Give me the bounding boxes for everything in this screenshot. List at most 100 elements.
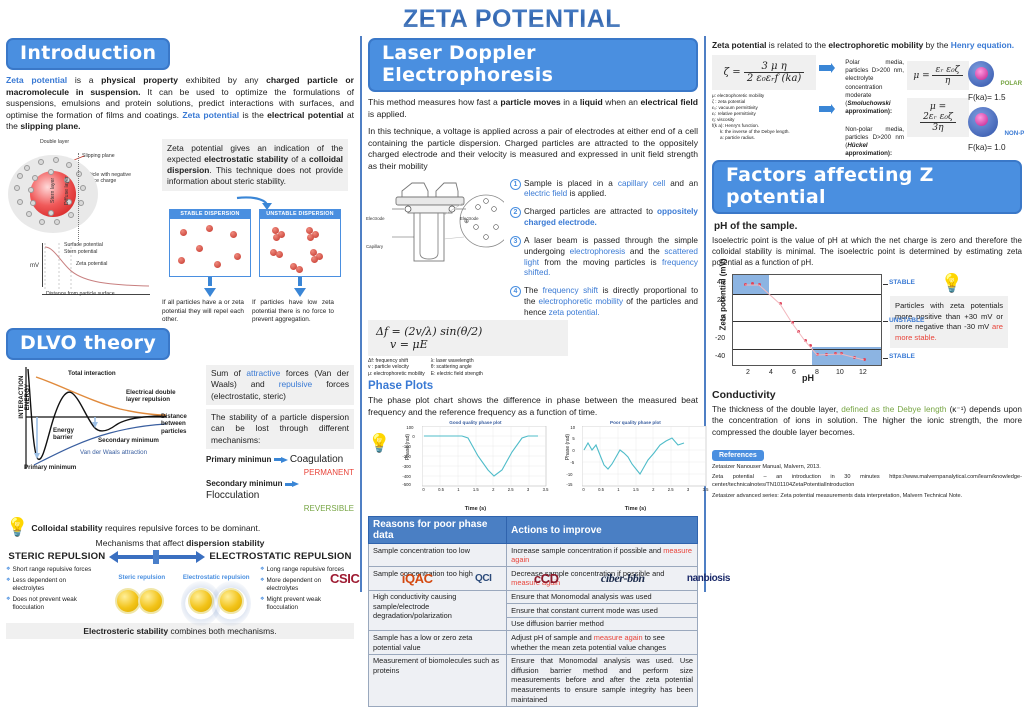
legend-delta-f: Δf: frequency shift bbox=[368, 357, 409, 364]
ph-note-block: 💡 Particles with zeta potentials more po… bbox=[890, 274, 1014, 349]
dlvo-label-edl: Electrical double layer repulsion bbox=[126, 388, 176, 404]
henry-equation-row: ζ = 3 μ η 2 ε₀εᵣf (ka) μ: electrophoreti… bbox=[712, 55, 1024, 158]
electrostatic-bullet-1: Long range repulsive forces bbox=[266, 565, 345, 573]
lde-equations-block: Δf = (2v/λ) sin(θ/2) v = μE Δf: frequenc… bbox=[368, 319, 568, 378]
ph-ytick-m20: -20 bbox=[715, 335, 726, 343]
logo-ciber-bbn: ciber-bbn bbox=[600, 571, 645, 585]
colloidal-stability-note: Colloidal stability requires repulsive f… bbox=[31, 522, 261, 533]
bidirectional-arrow-icon bbox=[109, 549, 206, 564]
unstable-dispersion-caption: If particles have low zeta potential the… bbox=[252, 299, 334, 323]
ph-chart: 40 20 0 -20 -40 2 4 6 8 10 12 bbox=[715, 274, 924, 376]
label-double-layer: Double layer bbox=[40, 138, 70, 145]
stable-dispersion-title: STABLE DISPERSION bbox=[169, 209, 251, 220]
section-header-introduction: Introduction bbox=[6, 38, 171, 70]
mechanism-2-tag: REVERSIBLE bbox=[303, 504, 354, 514]
ph-note: Particles with zeta potentials more posi… bbox=[890, 296, 1008, 349]
curved-arrow-icon bbox=[236, 196, 272, 211]
capillary-cell-svg: ⊕ ⊖ bbox=[392, 182, 513, 262]
diamond-bullet-icon: ❖ bbox=[6, 596, 11, 603]
arrow-head-icon bbox=[280, 456, 288, 463]
nonpolar-media-block: NON-POLAR MEDIA bbox=[968, 107, 1024, 142]
ph-zone-stable-bottom: STABLE bbox=[889, 353, 915, 361]
colloidal-stability-row: 💡 Colloidal stability requires repulsive… bbox=[6, 518, 354, 536]
ph-text: Isoelectric point is the value of pH at … bbox=[712, 236, 1022, 267]
henry-legend-4: η: viscosity bbox=[712, 117, 735, 123]
table-cell-reason: High conductivity causing sample/electro… bbox=[367, 589, 508, 632]
introduction-note: Zeta potential gives an indication of th… bbox=[162, 138, 348, 192]
lde-step-4: 4 The frequency shift is directly propor… bbox=[510, 286, 698, 318]
table-cell-action: Ensure that Monomodal analysis was used.… bbox=[506, 653, 698, 707]
conductivity-heading: Conductivity bbox=[712, 389, 776, 402]
henry-legend-0: μ: electrophoretic mobility bbox=[712, 93, 765, 99]
poster-columns: Introduction Zeta potential is a physica… bbox=[0, 36, 1024, 707]
table-row: Sample has a low or zero zeta potential … bbox=[367, 630, 698, 655]
henry-legend-1: ζ : zeta potential bbox=[712, 99, 746, 105]
steric-bullets: ❖ Short range repulsive forces ❖ Less depe… bbox=[6, 566, 98, 616]
particle-illustration bbox=[8, 154, 106, 233]
poor-quality-phase-plot: Poor quality phase plot Phase (rad) bbox=[560, 420, 710, 512]
table-cell-reason: Sample has a low or zero zeta potential … bbox=[367, 630, 508, 655]
table-cell-action: Adjust pH of sample and measure again to… bbox=[506, 630, 698, 655]
references-badge: References bbox=[712, 449, 764, 461]
table-cell-action: Ensure that constant current mode was us… bbox=[506, 603, 698, 618]
good-plot-ytick-m400: -400 bbox=[402, 474, 411, 480]
steric-balls bbox=[105, 587, 175, 619]
legend-E: E: electric field strength bbox=[430, 371, 483, 378]
electrostatic-sublabel: Electrostatic repulsion bbox=[182, 573, 250, 581]
henry-legend-7: a: particle radius. bbox=[720, 135, 755, 141]
table-cell-reason: Sample concentration too low bbox=[367, 543, 508, 568]
table-body: Sample concentration too low Increase sa… bbox=[367, 543, 698, 707]
dispersion-panel: Zeta potential gives an indication of th… bbox=[162, 138, 348, 324]
dlvo-note-forces: Sum of attractive forces (Van der Waals)… bbox=[206, 364, 354, 405]
reference-2-text: Zeta potential – an introduction in 30 m… bbox=[712, 474, 1022, 489]
henry-legend-2: ε₀: vacuum permittivity bbox=[712, 105, 758, 111]
approximations-text: Polar media, particles D>200 nm, electro… bbox=[845, 55, 904, 158]
steric-bullet-1: Short range repulsive forces bbox=[12, 565, 92, 573]
section-header-lde: Laser Doppler Electrophoresis bbox=[368, 38, 698, 92]
good-plot-ytick-m100: -100 bbox=[402, 444, 411, 450]
legend-v: v : particle velocity bbox=[368, 364, 409, 371]
sparkle-icon: 💡 bbox=[368, 433, 391, 454]
lde-step-3: 3 A laser beam is passed through the sim… bbox=[510, 235, 698, 279]
table-cell-action: Use diffusion barrier method bbox=[506, 616, 698, 632]
logo-nanbiosis: nanbiosis bbox=[686, 573, 730, 584]
label-mv-axis: mV bbox=[30, 262, 39, 269]
ph-ytick-20: 20 bbox=[717, 297, 725, 305]
good-plot-xlabel: Time (s) bbox=[464, 506, 487, 513]
table-row: Measurement of biomolecules such as prot… bbox=[367, 653, 698, 707]
mu-equation-polar: μ = εᵣ ε₀ζ η bbox=[907, 61, 969, 91]
good-plot-ytick-m300: -300 bbox=[402, 464, 411, 470]
electrostatic-repulsion-heading: ELECTROSTATIC REPULSION bbox=[209, 551, 352, 563]
approximation-smoluchowski-text: Polar media, particles D>200 nm, electro… bbox=[845, 59, 904, 115]
table-header-reasons: Reasons for poor phase data bbox=[367, 516, 508, 545]
reference-3: Zetasizer advanced series: Zeta potentia… bbox=[712, 493, 963, 500]
ph-zone-stable-top: STABLE bbox=[889, 279, 915, 287]
lde-figure-and-steps: ⊕ ⊖ Electrode Electrode Capillary bbox=[366, 178, 698, 326]
introduction-row: Double layer Slipping plane Particle wit… bbox=[6, 138, 354, 324]
lde-step-1: 1 Sample is placed in a capillary cell a… bbox=[510, 178, 698, 201]
media-illustrations: POLAR MEDIA F(ka)= 1.5 NON-POLAR MEDIA F… bbox=[968, 55, 1024, 152]
dlvo-note-mechanisms: The stability of a particle dispersion c… bbox=[206, 408, 354, 449]
mechanisms-title: Mechanisms that affect dispersion stabil… bbox=[95, 537, 265, 548]
reference-2: Zeta potential – an introduction in 30 m… bbox=[712, 474, 1022, 490]
poor-phase-data-table: Reasons for poor phase data Actions to i… bbox=[367, 516, 698, 707]
polar-media-label: POLAR MEDIA bbox=[1000, 79, 1024, 87]
poor-plot-xticks: 0 0.5 1 1.5 2 2.5 3 3.5 bbox=[582, 487, 709, 493]
dlvo-mechanism-2: Secondary minimun Flocculation REVERSIBL… bbox=[206, 478, 354, 514]
approximation-huckel-text: Non-polar media, particles D>200 nm (Hüc… bbox=[845, 125, 904, 157]
mu-polar-num: εᵣ ε₀ζ bbox=[932, 65, 963, 77]
logo-bar: CSIC iQAC QCI cCD ciber-bbn nanbiosis bbox=[330, 571, 730, 586]
svg-text:⊕: ⊕ bbox=[464, 219, 469, 225]
dlvo-label-secondary-min: Secondary minimum bbox=[98, 436, 159, 444]
good-plot-chart: Phase (rad) bbox=[400, 425, 550, 498]
repulsion-illustration: Steric repulsion Electrostatic repulsion bbox=[101, 566, 257, 626]
unstable-dispersion-box: UNSTABLE DISPERSION bbox=[259, 209, 341, 298]
ph-ytick-40: 40 bbox=[717, 279, 725, 287]
poster-root: ZETA POTENTIAL Introduction Zeta potenti… bbox=[0, 5, 1024, 707]
stable-dispersion-caption: If all particles have a or zeta potentia… bbox=[162, 299, 244, 323]
steric-sublabel: Steric repulsion bbox=[118, 573, 166, 581]
curved-arrow bbox=[162, 195, 348, 211]
step-number: 2 bbox=[510, 207, 521, 219]
line-zero bbox=[733, 321, 881, 323]
legend-theta: θ: scattering angle bbox=[430, 364, 472, 371]
